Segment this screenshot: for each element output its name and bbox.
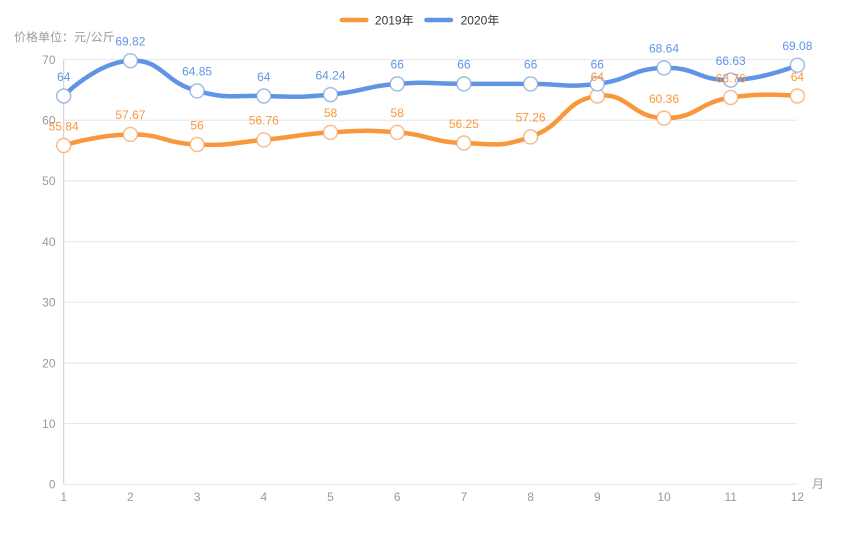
svg-text:56.25: 56.25 xyxy=(449,117,479,131)
svg-text:66: 66 xyxy=(591,58,605,72)
svg-text:2020: 2020 xyxy=(461,14,488,28)
svg-text:58: 58 xyxy=(391,106,405,120)
svg-text:10: 10 xyxy=(42,417,56,431)
svg-text:11: 11 xyxy=(724,490,737,504)
svg-text:66: 66 xyxy=(524,58,538,72)
svg-text:64: 64 xyxy=(57,70,71,84)
svg-text:2019: 2019 xyxy=(375,14,402,28)
svg-text:4: 4 xyxy=(260,490,267,504)
svg-text:0: 0 xyxy=(49,478,56,492)
svg-text:8: 8 xyxy=(527,490,534,504)
svg-text:3: 3 xyxy=(194,490,201,504)
svg-text:55.84: 55.84 xyxy=(49,119,79,133)
svg-text:5: 5 xyxy=(327,490,334,504)
svg-text:56.76: 56.76 xyxy=(249,114,279,128)
svg-text:69.82: 69.82 xyxy=(115,35,145,49)
svg-text:10: 10 xyxy=(657,490,671,504)
svg-text:64: 64 xyxy=(591,70,605,84)
svg-text:57.26: 57.26 xyxy=(516,111,546,125)
svg-text:58: 58 xyxy=(324,106,338,120)
svg-text:64.85: 64.85 xyxy=(182,65,212,79)
svg-text:60.36: 60.36 xyxy=(649,92,679,106)
svg-text:56: 56 xyxy=(190,118,204,132)
svg-text:70: 70 xyxy=(42,53,56,67)
svg-text:1: 1 xyxy=(60,490,67,504)
svg-text:68.64: 68.64 xyxy=(649,42,679,56)
svg-text:64.24: 64.24 xyxy=(315,68,345,82)
svg-text:64: 64 xyxy=(791,70,805,84)
svg-text:66: 66 xyxy=(391,58,405,72)
svg-text:7: 7 xyxy=(461,490,468,504)
svg-text:64: 64 xyxy=(257,70,271,84)
svg-text:30: 30 xyxy=(42,296,56,310)
svg-text:20: 20 xyxy=(42,356,56,370)
svg-text:50: 50 xyxy=(42,174,56,188)
svg-text:40: 40 xyxy=(42,235,56,249)
svg-text:6: 6 xyxy=(394,490,401,504)
svg-text:12: 12 xyxy=(791,490,805,504)
svg-text:9: 9 xyxy=(594,490,601,504)
svg-text:69.08: 69.08 xyxy=(782,39,812,53)
svg-text:66: 66 xyxy=(457,58,471,72)
svg-text:60: 60 xyxy=(42,114,56,128)
svg-text:57.67: 57.67 xyxy=(115,108,145,122)
svg-text:2: 2 xyxy=(127,490,134,504)
svg-text:66.63: 66.63 xyxy=(716,54,746,68)
svg-text:63.76: 63.76 xyxy=(716,71,746,85)
